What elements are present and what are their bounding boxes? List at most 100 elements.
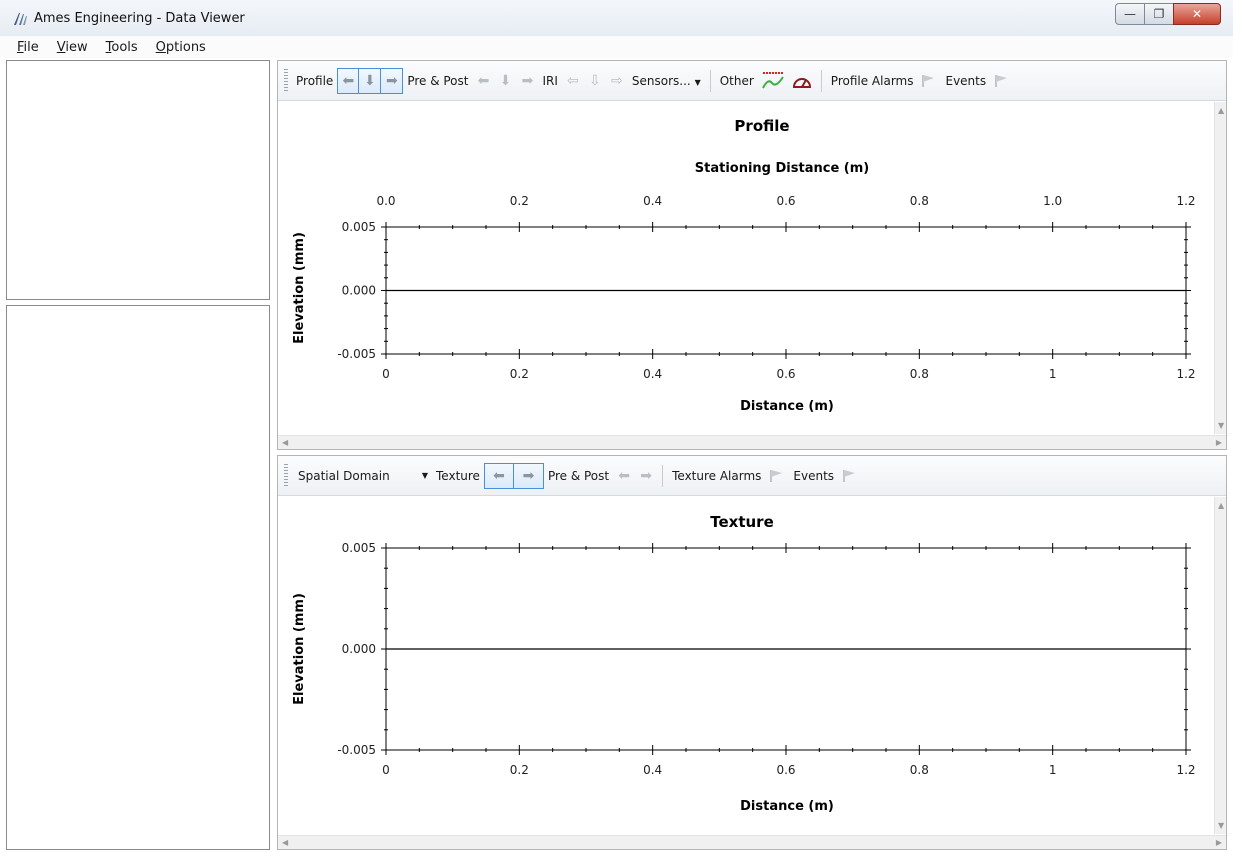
profile-chart[interactable]: Profile Stationing Distance (m) Distance… xyxy=(278,102,1216,434)
top-tick-label: 0.2 xyxy=(510,194,529,208)
prepost-next-button[interactable]: ➡ xyxy=(516,68,538,94)
texture-events-flag-icon[interactable] xyxy=(842,469,856,483)
y-tick-label: 0.005 xyxy=(342,541,376,555)
toolbar-grip[interactable] xyxy=(284,68,288,93)
close-button[interactable]: ✕ xyxy=(1173,3,1221,25)
gauge-button[interactable] xyxy=(788,68,816,94)
profile-next-button[interactable]: ➡ xyxy=(381,67,404,94)
arrow-right-icon: ➡ xyxy=(522,467,535,484)
texture-toolbar: Spatial Domain ▼ Texture ⬅ ➡ Pre & Post … xyxy=(278,456,1226,496)
profile-alarms-flag-icon[interactable] xyxy=(921,74,935,88)
scroll-right-icon[interactable]: ▶ xyxy=(1215,438,1222,447)
scroll-down-icon[interactable]: ▼ xyxy=(1218,821,1225,830)
other-label: Other xyxy=(719,73,754,88)
chart-ylabel: Elevation (mm) xyxy=(292,593,307,705)
menu-file[interactable]: File xyxy=(8,40,48,55)
profile-down-button[interactable]: ⬇ xyxy=(359,67,382,94)
iri-down-button[interactable]: ⇩ xyxy=(584,68,606,94)
arrow-left-icon: ⬅ xyxy=(618,467,630,484)
top-tick-label: 0.8 xyxy=(910,194,929,208)
menu-bar: File View Tools Options xyxy=(0,36,1233,58)
arrow-right-icon: ➡ xyxy=(385,72,398,89)
menu-tools[interactable]: Tools xyxy=(97,40,147,55)
dropdown-arrow-icon: ▼ xyxy=(421,470,428,480)
iri-next-button[interactable]: ⇨ xyxy=(606,68,628,94)
texture-alarms-label: Texture Alarms xyxy=(672,468,762,483)
profile-chart-area: Profile Stationing Distance (m) Distance… xyxy=(278,102,1216,434)
prepost-prev-button[interactable]: ⬅ xyxy=(472,68,494,94)
arrow-left-icon: ⬅ xyxy=(477,72,490,89)
chart-xlabel: Distance (m) xyxy=(740,799,834,814)
texture-pane: Spatial Domain ▼ Texture ⬅ ➡ Pre & Post … xyxy=(277,455,1227,850)
profile-vertical-scrollbar[interactable]: ▲ ▼ xyxy=(1214,102,1226,434)
sensors-label: Sensors... xyxy=(631,73,691,88)
scroll-down-icon[interactable]: ▼ xyxy=(1218,421,1225,430)
x-tick-label: 0 xyxy=(382,763,390,777)
toolbar-grip[interactable] xyxy=(284,463,288,488)
trend-chart-icon xyxy=(761,71,784,88)
arrow-left-outline-icon: ⇦ xyxy=(567,72,579,89)
arrow-left-icon: ⬅ xyxy=(493,467,505,484)
profile-prev-button[interactable]: ⬅ xyxy=(337,67,360,94)
x-tick-label: 0.8 xyxy=(910,763,929,777)
x-tick-label: 0.2 xyxy=(510,763,529,777)
texture-prepost-prev-button[interactable]: ⬅ xyxy=(613,463,635,489)
sensors-dropdown[interactable]: Sensors... ▼ xyxy=(628,74,705,88)
texture-events-label: Events xyxy=(793,468,835,483)
domain-select-value: Spatial Domain xyxy=(298,468,390,483)
menu-file-accel: F xyxy=(17,39,24,55)
minimize-icon: — xyxy=(1124,7,1136,21)
texture-alarms-flag-icon[interactable] xyxy=(769,469,783,483)
menu-file-label: ile xyxy=(23,39,39,55)
top-tick-label: 0.0 xyxy=(376,194,395,208)
arrow-down-outline-icon: ⇩ xyxy=(589,72,601,89)
scroll-up-icon[interactable]: ▲ xyxy=(1218,106,1225,115)
texture-prev-button[interactable]: ⬅ xyxy=(483,462,514,489)
top-tick-label: 1.2 xyxy=(1176,194,1195,208)
chart-top-xlabel: Stationing Distance (m) xyxy=(695,161,869,176)
scroll-up-icon[interactable]: ▲ xyxy=(1218,501,1225,510)
x-tick-label: 1.2 xyxy=(1176,367,1195,381)
left-bottom-panel[interactable] xyxy=(6,305,270,850)
arrow-right-icon: ➡ xyxy=(521,72,534,89)
maximize-button[interactable]: ❐ xyxy=(1144,3,1173,25)
y-tick-label: -0.005 xyxy=(337,347,376,361)
x-tick-label: 1 xyxy=(1049,763,1057,777)
chart-xlabel: Distance (m) xyxy=(740,399,834,414)
profile-pane: Profile ⬅ ⬇ ➡ Pre & Post ⬅ ⬇ ➡ IRI ⇦ ⇩ ⇨… xyxy=(277,60,1227,450)
menu-options-accel: O xyxy=(155,39,166,55)
y-tick-label: 0.000 xyxy=(342,284,376,298)
window-title: Ames Engineering - Data Viewer xyxy=(34,11,245,26)
x-tick-label: 0.6 xyxy=(776,763,795,777)
texture-horizontal-scrollbar[interactable]: ◀ ▶ xyxy=(278,835,1226,849)
arrow-right-icon: ➡ xyxy=(640,467,652,484)
left-top-panel[interactable] xyxy=(6,60,270,300)
iri-prev-button[interactable]: ⇦ xyxy=(562,68,584,94)
menu-tools-accel: T xyxy=(105,39,112,55)
prepost-label: Pre & Post xyxy=(407,73,469,88)
x-tick-label: 0.4 xyxy=(643,763,662,777)
texture-chart[interactable]: Texture Distance (m) Elevation (mm) 0 0.2… xyxy=(278,497,1216,834)
menu-options[interactable]: Options xyxy=(147,40,215,55)
texture-vertical-scrollbar[interactable]: ▲ ▼ xyxy=(1214,497,1226,834)
toolbar-separator xyxy=(709,69,711,92)
title-bar: Ames Engineering - Data Viewer — ❐ ✕ xyxy=(0,0,1233,36)
texture-next-button[interactable]: ➡ xyxy=(513,462,544,489)
trend-button[interactable] xyxy=(758,68,788,94)
scroll-left-icon[interactable]: ◀ xyxy=(282,438,289,447)
prepost-down-button[interactable]: ⬇ xyxy=(494,68,516,94)
texture-prepost-label: Pre & Post xyxy=(547,468,610,483)
iri-label: IRI xyxy=(542,73,558,88)
events-label: Events xyxy=(945,73,987,88)
scroll-right-icon[interactable]: ▶ xyxy=(1215,838,1222,847)
events-flag-icon[interactable] xyxy=(994,74,1008,88)
texture-prepost-next-button[interactable]: ➡ xyxy=(635,463,657,489)
chart-ylabel: Elevation (mm) xyxy=(292,232,307,344)
y-tick-label: -0.005 xyxy=(337,743,376,757)
domain-select[interactable]: Spatial Domain ▼ xyxy=(292,469,432,483)
minimize-button[interactable]: — xyxy=(1115,3,1144,25)
maximize-icon: ❐ xyxy=(1153,7,1165,21)
scroll-left-icon[interactable]: ◀ xyxy=(282,838,289,847)
profile-horizontal-scrollbar[interactable]: ◀ ▶ xyxy=(278,435,1226,449)
menu-view[interactable]: View xyxy=(48,40,97,55)
